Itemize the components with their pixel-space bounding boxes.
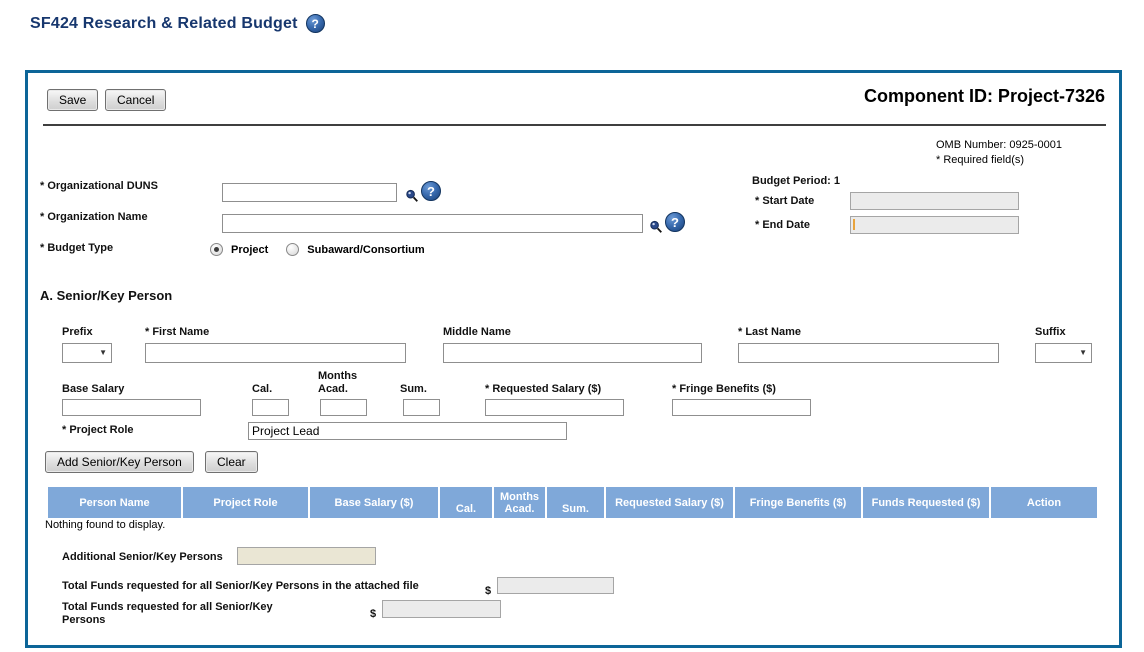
- suffix-label: Suffix: [1035, 326, 1066, 338]
- budget-type-project-label: Project: [231, 243, 269, 256]
- column-header-funds-requested: Funds Requested ($): [863, 487, 989, 518]
- senior-key-person-table-header: Person Name Project Role Base Salary ($)…: [48, 487, 1097, 518]
- end-date-input[interactable]: [850, 216, 1019, 234]
- organization-name-input[interactable]: [222, 214, 643, 233]
- suffix-select[interactable]: ▼: [1035, 343, 1092, 363]
- first-name-label: * First Name: [145, 326, 210, 338]
- column-header-months-acad: Months Acad.: [494, 487, 545, 518]
- organization-name-label: * Organization Name: [40, 211, 148, 223]
- fringe-benefits-input[interactable]: [672, 399, 811, 416]
- cancel-button[interactable]: Cancel: [105, 89, 167, 111]
- middle-name-label: Middle Name: [443, 326, 511, 338]
- organizational-duns-label: * Organizational DUNS: [40, 180, 158, 192]
- form-panel: Save Cancel Component ID: Project-7326 O…: [25, 70, 1122, 648]
- column-header-project-role: Project Role: [183, 487, 308, 518]
- base-salary-input[interactable]: [62, 399, 201, 416]
- requested-salary-label: * Requested Salary ($): [485, 383, 602, 395]
- additional-senior-key-persons-input[interactable]: [237, 547, 376, 565]
- add-senior-key-person-button[interactable]: Add Senior/Key Person: [45, 451, 194, 473]
- sum-months-input[interactable]: [403, 399, 440, 416]
- column-header-fringe-benefits: Fringe Benefits ($): [735, 487, 861, 518]
- total-funds-attached-file-label: Total Funds requested for all Senior/Key…: [62, 580, 419, 592]
- column-header-action: Action: [991, 487, 1097, 518]
- budget-type-label: * Budget Type: [40, 242, 114, 254]
- save-button[interactable]: Save: [47, 89, 99, 111]
- column-header-sum: Sum.: [547, 487, 604, 518]
- chevron-down-icon: ▼: [1079, 348, 1087, 357]
- prefix-label: Prefix: [62, 326, 93, 338]
- last-name-label: * Last Name: [738, 326, 801, 338]
- project-role-label: * Project Role: [62, 424, 134, 436]
- dollar-sign: $: [485, 585, 492, 597]
- total-funds-all-persons-input[interactable]: [382, 600, 501, 618]
- budget-type-subaward-radio[interactable]: [286, 243, 300, 256]
- column-header-person-name: Person Name: [48, 487, 181, 518]
- total-funds-attached-file-input[interactable]: [497, 577, 614, 594]
- clear-button[interactable]: Clear: [205, 451, 258, 473]
- start-date-input[interactable]: [850, 192, 1019, 210]
- budget-type-project-radio[interactable]: [210, 243, 223, 256]
- header-divider: [43, 124, 1106, 126]
- middle-name-input[interactable]: [443, 343, 702, 363]
- end-date-field: [850, 216, 1019, 234]
- senior-key-person-heading: A. Senior/Key Person: [40, 288, 173, 303]
- additional-senior-key-persons-label: Additional Senior/Key Persons: [62, 551, 223, 563]
- table-empty-message: Nothing found to display.: [45, 519, 166, 531]
- base-salary-label: Base Salary: [62, 383, 125, 395]
- page-help-icon[interactable]: ?: [305, 14, 325, 33]
- omb-block: OMB Number: 0925-0001 * Required field(s…: [936, 138, 1062, 168]
- dollar-sign: $: [370, 608, 377, 620]
- organization-name-search-icon[interactable]: [649, 220, 663, 239]
- column-header-base-salary: Base Salary ($): [310, 487, 438, 518]
- end-date-caret: [853, 219, 855, 230]
- requested-salary-input[interactable]: [485, 399, 624, 416]
- start-date-label: * Start Date: [755, 195, 815, 207]
- acad-months-input[interactable]: [320, 399, 367, 416]
- organization-name-help-icon[interactable]: ?: [665, 212, 685, 232]
- end-date-label: * End Date: [755, 219, 811, 231]
- budget-period-label: Budget Period: 1: [752, 175, 841, 187]
- total-funds-all-persons-label: Total Funds requested for all Senior/Key…: [62, 601, 273, 626]
- component-id: Component ID: Project-7326: [863, 86, 1105, 106]
- fringe-benefits-label: * Fringe Benefits ($): [672, 383, 776, 395]
- chevron-down-icon: ▼: [99, 348, 107, 357]
- sum-label: Sum.: [400, 383, 427, 395]
- budget-type-radio-group: Project Subaward/Consortium: [210, 243, 435, 256]
- cal-months-input[interactable]: [252, 399, 289, 416]
- column-header-cal: Cal.: [440, 487, 492, 518]
- project-role-input[interactable]: [248, 422, 567, 440]
- page-title: SF424 Research & Related Budget: [30, 14, 298, 32]
- duns-search-icon[interactable]: [405, 189, 419, 208]
- omb-number: OMB Number: 0925-0001: [936, 139, 1062, 151]
- budget-type-subaward-label: Subaward/Consortium: [307, 243, 425, 256]
- cal-label: Cal.: [252, 383, 273, 395]
- duns-help-icon[interactable]: ?: [421, 181, 441, 201]
- page-title-row: SF424 Research & Related Budget ?: [30, 14, 325, 33]
- column-header-requested-salary: Requested Salary ($): [606, 487, 733, 518]
- organizational-duns-input[interactable]: [222, 183, 397, 202]
- months-acad-label: Months Acad.: [318, 370, 358, 395]
- first-name-input[interactable]: [145, 343, 406, 363]
- prefix-select[interactable]: ▼: [62, 343, 112, 363]
- last-name-input[interactable]: [738, 343, 999, 363]
- required-note: * Required field(s): [936, 154, 1025, 166]
